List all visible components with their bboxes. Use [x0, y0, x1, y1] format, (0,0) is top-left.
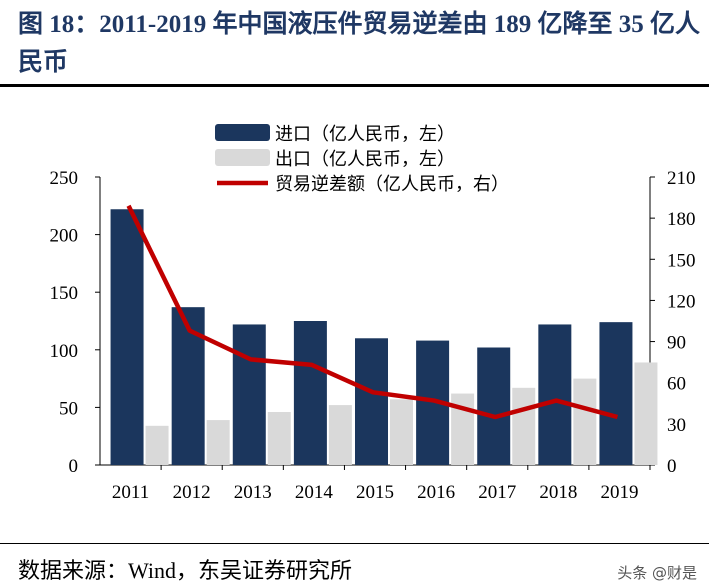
- import-bar: [232, 324, 266, 465]
- export-bar: [390, 399, 413, 465]
- import-bar: [538, 324, 572, 465]
- watermark: 头条 @财是: [617, 564, 697, 582]
- chart: 0 50 100 150 200 250 0 30 60 90 120 150 180 210 2011 20…: [50, 124, 696, 503]
- x-tick-label: 2015: [356, 482, 394, 503]
- export-bar: [573, 378, 597, 465]
- x-tick-label: 2018: [539, 482, 577, 503]
- legend-label: 进口（亿人民币，左）: [275, 124, 455, 144]
- x-tick-label: 2013: [234, 482, 272, 503]
- import-bar: [477, 347, 511, 465]
- left-tick-label: 50: [59, 398, 78, 419]
- right-tick-label: 30: [667, 415, 686, 436]
- right-tick-label: 90: [667, 333, 686, 354]
- left-tick-label: 100: [50, 341, 79, 362]
- legend-swatch: [215, 124, 270, 141]
- deficit-line: [126, 204, 619, 420]
- import-bar: [110, 209, 144, 465]
- left-tick-label: 250: [50, 168, 79, 189]
- right-tick-label: 0: [667, 456, 677, 477]
- x-tick-label: 2012: [173, 482, 211, 503]
- export-bar: [206, 420, 230, 465]
- right-tick-label: 60: [667, 374, 686, 395]
- figure-title: 图 18：2011-2019 年中国液压件贸易逆差由 189 亿降至 35 亿人…: [18, 11, 700, 76]
- right-tick-label: 210: [667, 168, 696, 189]
- title-divider: [0, 84, 709, 87]
- export-bar: [634, 362, 658, 465]
- export-bar: [267, 412, 291, 465]
- export-bar: [145, 425, 169, 465]
- x-tick-label: 2016: [417, 482, 455, 503]
- legend-swatch: [215, 149, 270, 166]
- x-tick-label: 2014: [295, 482, 334, 503]
- export-bar: [328, 405, 352, 465]
- import-bar: [599, 322, 633, 465]
- x-tick-label: 2017: [478, 482, 516, 503]
- left-tick-label: 200: [50, 226, 79, 247]
- export-bar: [512, 387, 536, 465]
- source-note: 数据来源：Wind，东吴证券研究所: [18, 558, 352, 583]
- legend-label: 出口（亿人民币，左）: [275, 149, 455, 169]
- left-tick-label: 0: [69, 456, 79, 477]
- left-tick-label: 150: [50, 283, 79, 304]
- import-bar: [355, 338, 388, 465]
- right-tick-label: 120: [667, 291, 696, 312]
- footer-divider: [0, 543, 709, 544]
- x-tick-label: 2011: [112, 482, 149, 503]
- import-bar: [293, 321, 327, 465]
- x-tick-label: 2019: [600, 482, 638, 503]
- right-tick-label: 150: [667, 250, 696, 271]
- legend-label: 贸易逆差额（亿人民币，右）: [275, 174, 509, 194]
- right-tick-label: 180: [667, 209, 696, 230]
